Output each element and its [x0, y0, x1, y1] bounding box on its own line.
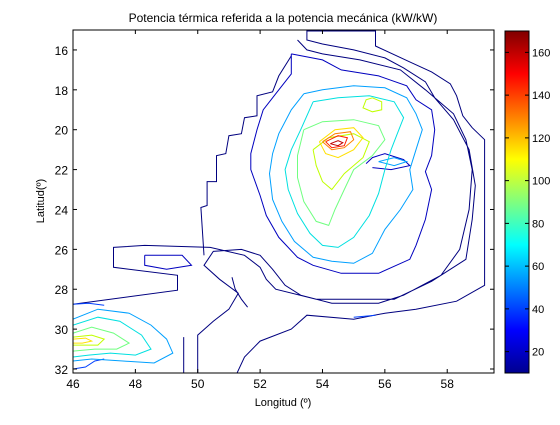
contour-level-15-path-1 — [231, 277, 248, 308]
contour-level-15-path-2 — [200, 55, 292, 256]
x-tick-label-48: 48 — [129, 377, 143, 391]
y-tick-label-16: 16 — [55, 44, 69, 58]
y-tick-label-32: 32 — [55, 363, 69, 377]
contour-level-55-path-2 — [378, 157, 409, 167]
colorbar-tick-label-20: 20 — [532, 347, 544, 359]
y-tick-label-22: 22 — [55, 164, 69, 178]
contour-level-85-path-0 — [297, 119, 386, 227]
x-tick-label-46: 46 — [66, 377, 80, 391]
contour-level-115-path-0 — [318, 127, 364, 159]
contour-level-70-path-1 — [73, 316, 152, 358]
colorbar-tick-label-140: 140 — [532, 90, 550, 102]
contour-level-130-path-0 — [322, 131, 355, 151]
contour-level-70-path-0 — [284, 95, 405, 248]
colorbar: 20 40 60 80 100 120 140 160 — [504, 30, 550, 374]
plot-area: 46 48 50 52 54 56 58 16 18 20 22 24 26 28 30 32 — [55, 29, 495, 391]
y-tick-label-28: 28 — [55, 283, 69, 297]
colorbar-tick-label-100: 100 — [532, 176, 550, 188]
x-tick-label-52: 52 — [253, 377, 267, 391]
colorbar-gradient — [504, 30, 530, 374]
y-tick-label-30: 30 — [55, 323, 69, 337]
colorbar-tick-label-160: 160 — [532, 47, 550, 59]
contour-level-115-path-1 — [73, 337, 94, 344]
y-tick-label-26: 26 — [55, 243, 69, 257]
x-tick-label-50: 50 — [191, 377, 205, 391]
y-tick-label-18: 18 — [55, 84, 69, 98]
contour-level-55-path-1 — [73, 308, 174, 364]
y-axis-label: Latitud(º) — [35, 179, 47, 223]
contour-level-25-path-0 — [250, 53, 436, 274]
colorbar-tick-label-120: 120 — [532, 133, 550, 145]
y-tick-label-24: 24 — [55, 203, 69, 217]
contour-level-85-path-1 — [73, 326, 131, 352]
x-tick-label-54: 54 — [316, 377, 330, 391]
colorbar-ticks: 20 40 60 80 100 120 140 160 — [505, 47, 550, 359]
contour-level-25-path-1 — [365, 153, 411, 171]
y-axis: 16 18 20 22 24 26 28 30 32 — [55, 44, 494, 377]
contour-level-100-path-2 — [73, 334, 106, 346]
contour-level-40-path-1 — [73, 302, 105, 306]
contour-level-55-path-0 — [268, 85, 423, 264]
contour-level-145-path-0 — [325, 135, 349, 149]
contour-level-100-path-1 — [312, 133, 370, 191]
chart-title: Potencia térmica referida a la potencia … — [129, 11, 438, 25]
contour-level-40-path-0 — [353, 314, 376, 318]
x-axis: 46 48 50 52 54 56 58 — [66, 30, 454, 391]
x-tick-label-58: 58 — [441, 377, 455, 391]
colorbar-tick-label-60: 60 — [532, 261, 544, 273]
y-tick-label-20: 20 — [55, 124, 69, 138]
contour-level-25-path-2 — [144, 254, 193, 270]
contour-level-160-path-0 — [330, 140, 344, 147]
colorbar-tick-label-80: 80 — [532, 218, 544, 230]
plot-frame — [72, 29, 495, 374]
x-axis-label: Longitud (º) — [255, 397, 312, 409]
x-tick-label-56: 56 — [378, 377, 392, 391]
contour-level-15-path-0 — [73, 30, 486, 373]
colorbar-tick-label-40: 40 — [532, 304, 544, 316]
contour-lines — [73, 30, 486, 373]
contour-level-100-path-0 — [362, 97, 383, 113]
